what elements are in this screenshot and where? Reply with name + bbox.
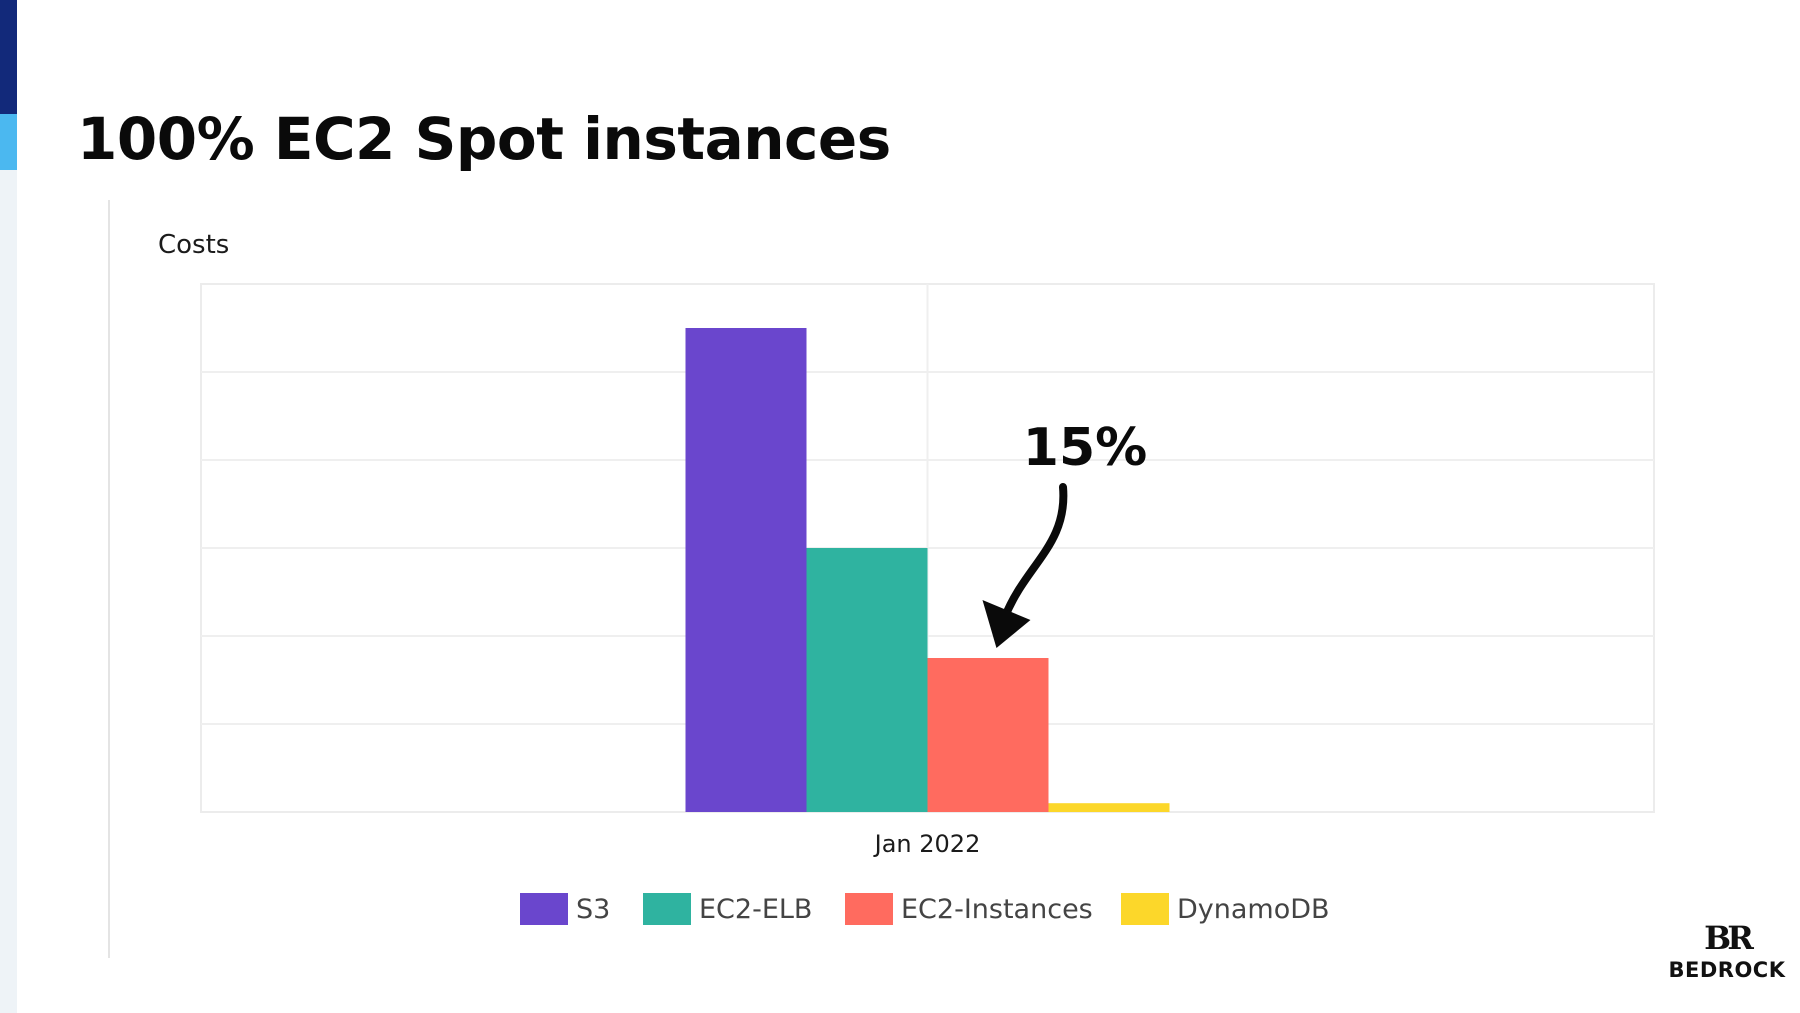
x-axis-ticks: Jan 2022 (873, 830, 981, 858)
legend-label-s3: S3 (576, 894, 610, 925)
legend-swatch-dynamodb (1121, 893, 1169, 925)
bar-ec2-instances (927, 658, 1049, 812)
chart-legend: S3 EC2-ELB EC2-Instances DynamoDB (520, 893, 1330, 925)
bar-dynamodb (1048, 803, 1170, 812)
legend-label-ec2-instances: EC2-Instances (901, 894, 1093, 925)
logo-text: BEDROCK (1668, 958, 1786, 982)
vertical-divider (108, 200, 110, 958)
accent-bar-dark (0, 0, 17, 114)
legend-label-ec2-elb: EC2-ELB (699, 894, 812, 925)
logo-mark: BR (1704, 919, 1754, 957)
annotation-arrow-shaft (1000, 483, 1068, 622)
x-tick-label: Jan 2022 (873, 830, 981, 858)
bar-s3 (685, 328, 807, 812)
annotation-arrow-head (982, 600, 1031, 648)
accent-bar-light (0, 114, 17, 170)
legend-swatch-s3 (520, 893, 568, 925)
slide-title: 100% EC2 Spot instances (77, 105, 891, 173)
bedrock-logo: BR BEDROCK (1668, 922, 1786, 982)
legend-swatch-ec2-instances (845, 893, 893, 925)
left-edge-strip (0, 0, 17, 1013)
legend-swatch-ec2-elb (643, 893, 691, 925)
chart-bars (685, 328, 1170, 812)
y-axis-label: Costs (158, 230, 230, 260)
bar-ec2-elb (806, 548, 928, 812)
legend-label-dynamodb: DynamoDB (1177, 894, 1330, 925)
annotation-label: 15% (1023, 418, 1147, 478)
chart-annotation: 15% (982, 418, 1147, 648)
